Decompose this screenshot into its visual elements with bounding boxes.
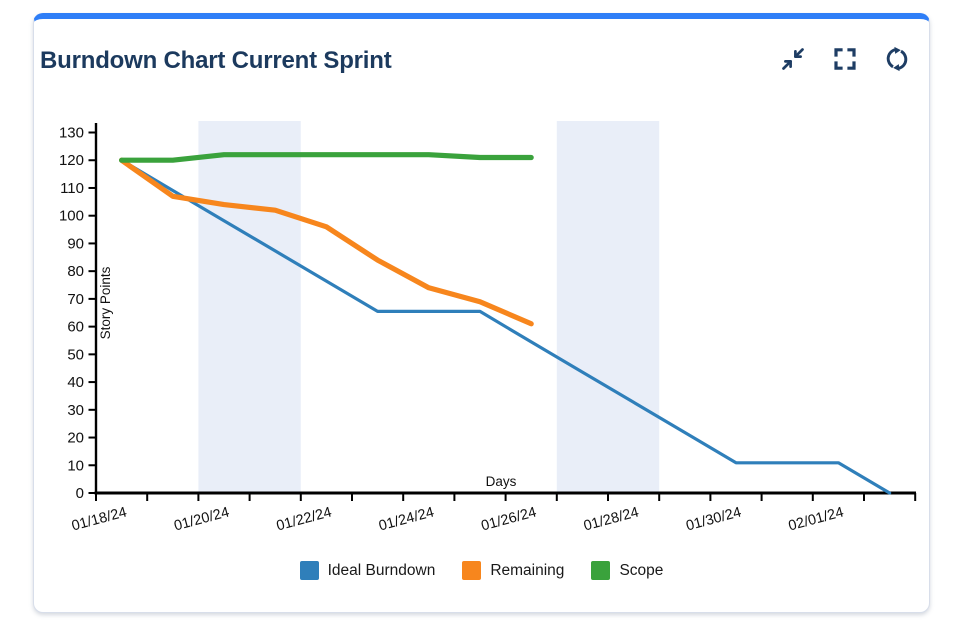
legend-item-scope[interactable]: Scope (591, 561, 663, 580)
legend-label: Scope (619, 561, 664, 579)
refresh-icon (886, 46, 908, 72)
collapse-button[interactable] (779, 45, 807, 73)
page-title: Burndown Chart Current Sprint (40, 47, 392, 74)
burndown-chart-card: Burndown Chart Current Sprint (33, 13, 930, 613)
fullscreen-icon (834, 48, 856, 70)
legend-swatch (299, 561, 319, 580)
chart-legend: Ideal Burndown Remaining Scope (34, 561, 929, 580)
refresh-button[interactable] (883, 45, 911, 73)
legend-swatch (591, 561, 611, 580)
card-toolbar (779, 45, 911, 73)
legend-swatch (462, 561, 482, 580)
legend-label: Ideal Burndown (327, 561, 436, 579)
legend-label: Remaining (490, 561, 565, 579)
legend-item-ideal-burndown[interactable]: Ideal Burndown (299, 561, 436, 580)
collapse-icon (782, 48, 804, 70)
fullscreen-button[interactable] (831, 45, 859, 73)
legend-item-remaining[interactable]: Remaining (462, 561, 564, 580)
